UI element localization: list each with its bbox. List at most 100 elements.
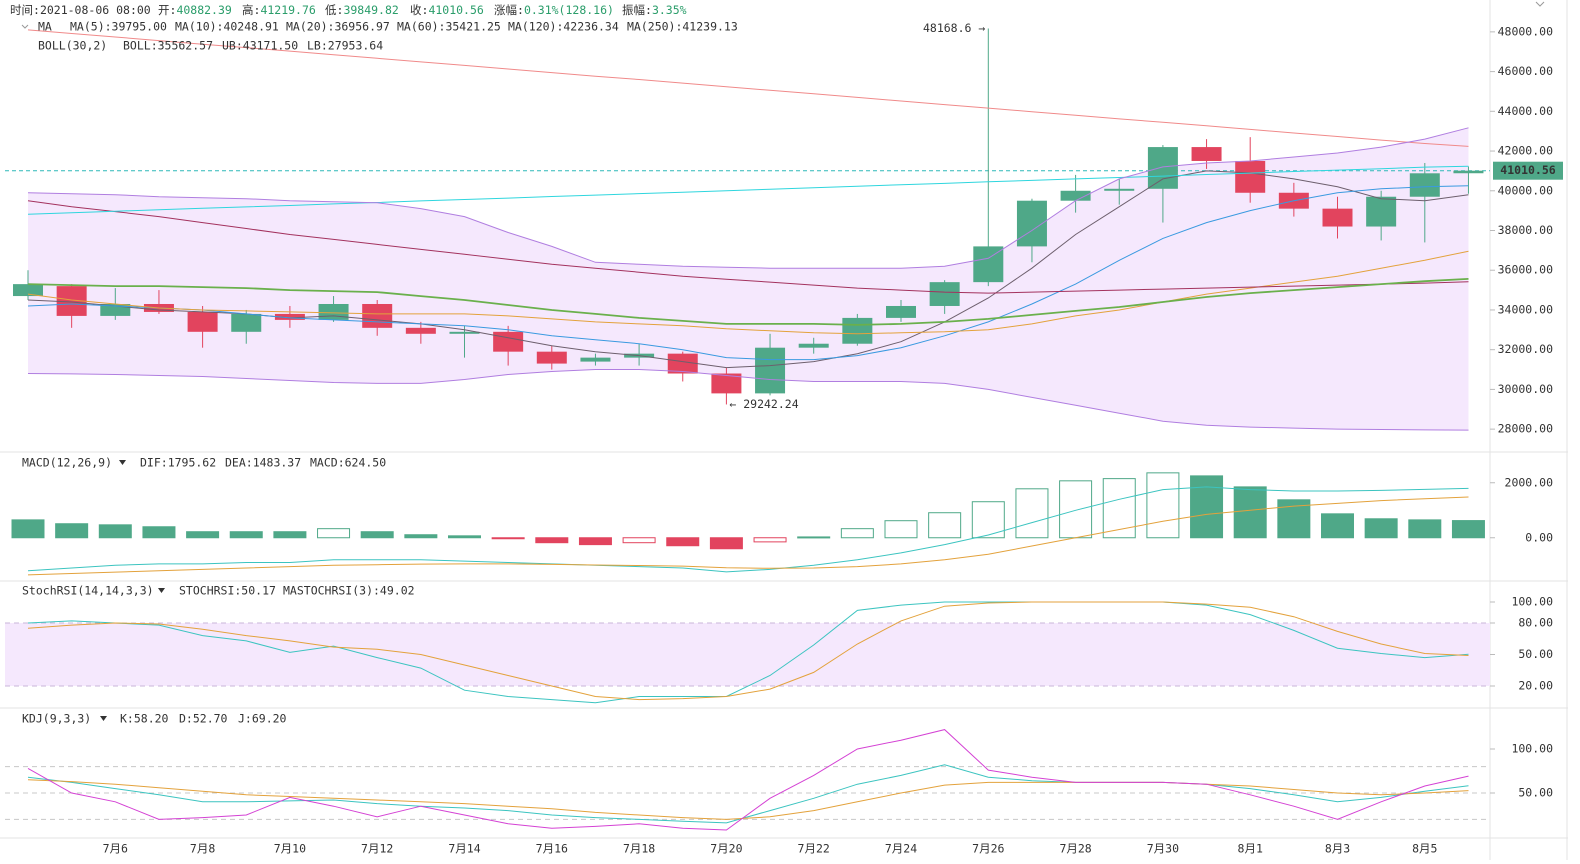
band-fill xyxy=(5,623,1490,686)
candle-body xyxy=(755,347,786,394)
candle-body xyxy=(274,313,305,320)
collapse-toggle[interactable] xyxy=(21,24,29,29)
x-tick-label: 8月3 xyxy=(1325,842,1350,856)
indicator-line xyxy=(27,779,1469,820)
readout-value: 41219.76 xyxy=(260,3,315,17)
x-tick-label: 7月22 xyxy=(798,842,830,856)
ma-line xyxy=(27,185,1469,361)
last-price-label: 41010.56 xyxy=(1500,163,1555,177)
macd-bar xyxy=(186,531,220,539)
macd-bar xyxy=(55,523,89,539)
low-annotation: ← 29242.24 xyxy=(729,397,798,411)
indicator-line xyxy=(27,496,1469,576)
x-tick-label: 7月26 xyxy=(972,842,1004,856)
readout-value: 2021-08-06 08:00 xyxy=(40,3,151,17)
macd-bar xyxy=(1233,486,1267,539)
macd-bar xyxy=(1408,519,1442,539)
candle-body xyxy=(711,373,742,394)
macd-bar xyxy=(753,537,787,543)
legend-entry: MA(20):36956.97 xyxy=(286,20,390,34)
candle-body xyxy=(100,303,131,316)
candle-body xyxy=(886,305,916,318)
y-tick-label: 50.00 xyxy=(1518,647,1553,661)
x-tick-label: 7月28 xyxy=(1059,842,1091,856)
candle-body xyxy=(1322,208,1353,227)
y-tick-label: 46000.00 xyxy=(1498,64,1553,78)
legend-entry: MA(5):39795.00 xyxy=(70,20,167,34)
macd-bar xyxy=(1059,480,1093,539)
legend-entry: DEA:1483.37 xyxy=(225,456,301,470)
readout-item: 时间:2021-08-06 08:00 xyxy=(10,3,151,17)
macd-bar xyxy=(928,512,962,539)
macd-bar xyxy=(840,528,874,539)
macd-bar xyxy=(360,531,394,539)
ohlc-readout: 时间:2021-08-06 08:00 开:40882.39 高:41219.7… xyxy=(10,3,687,17)
boll-line xyxy=(27,369,1469,431)
readout-label: 收: xyxy=(410,3,428,17)
legend-entry: UB:43171.50 xyxy=(222,39,298,53)
macd-bar xyxy=(1364,518,1398,539)
indicator-menu[interactable] xyxy=(158,588,165,593)
candle-body xyxy=(493,331,524,352)
candle-body xyxy=(1104,188,1135,191)
legend-entry: MACD:624.50 xyxy=(310,456,386,470)
y-tick-label: 100.00 xyxy=(1511,595,1553,609)
indicator-menu[interactable] xyxy=(100,716,107,721)
x-tick-label: 7月14 xyxy=(448,842,480,856)
readout-label: 涨幅: xyxy=(494,3,524,17)
readout-value: 0.31%(128.16) xyxy=(524,3,614,17)
candle-body xyxy=(362,303,393,328)
ma-line xyxy=(27,165,1469,215)
indicator-title: StochRSI(14,14,3,3) xyxy=(22,584,154,598)
legend-entry: BOLL:35562.57 xyxy=(123,39,213,53)
indicator-menu[interactable] xyxy=(119,460,126,465)
readout-label: 振幅: xyxy=(622,3,652,17)
candle-body xyxy=(1147,147,1178,189)
readout-item: 振幅:3.35% xyxy=(622,3,687,17)
x-tick-label: 7月20 xyxy=(710,842,742,856)
ma-legend-label: MA xyxy=(38,20,52,34)
macd-bar xyxy=(1015,488,1049,539)
x-tick-label: 7月10 xyxy=(274,842,306,856)
high-annotation: 48168.6 → xyxy=(923,21,985,35)
y-tick-label: 40000.00 xyxy=(1498,183,1553,197)
legend-entry: DIF:1795.62 xyxy=(140,456,216,470)
indicator-title: MACD(12,26,9) xyxy=(22,456,112,470)
candle-body xyxy=(1191,147,1222,161)
y-tick-label: 38000.00 xyxy=(1498,223,1553,237)
legend-entry: K:58.20 xyxy=(120,712,169,726)
legend-entry: LB:27953.64 xyxy=(307,39,383,53)
candle-body xyxy=(318,303,349,320)
y-tick-label: 30000.00 xyxy=(1498,382,1553,396)
ma-line xyxy=(27,29,1469,147)
macd-bar xyxy=(1451,520,1485,539)
x-tick-label: 7月12 xyxy=(361,842,393,856)
macd-bar xyxy=(404,534,438,539)
candle-body xyxy=(1409,173,1440,197)
macd-bar xyxy=(666,537,700,547)
readout-item: 低:39849.82 xyxy=(325,3,399,17)
readout-label: 时间: xyxy=(10,3,40,17)
y-tick-label: 2000.00 xyxy=(1505,475,1554,489)
x-tick-label: 7月8 xyxy=(190,842,215,856)
macd-bar xyxy=(491,537,525,540)
macd-bar xyxy=(1146,472,1180,539)
y-tick-label: 34000.00 xyxy=(1498,302,1553,316)
readout-item: 涨幅:0.31%(128.16) xyxy=(494,3,614,17)
candle-body xyxy=(536,351,567,364)
macd-bar xyxy=(709,537,743,550)
indicator-line xyxy=(27,729,1469,831)
y-tick-label: 0.00 xyxy=(1525,530,1553,544)
readout-value: 40882.39 xyxy=(176,3,231,17)
candle-body xyxy=(13,284,43,297)
macd-bar xyxy=(11,519,45,539)
macd-bar xyxy=(273,531,307,539)
macd-bar xyxy=(98,524,132,539)
menu-toggle[interactable] xyxy=(1535,1,1545,7)
x-tick-label: 7月18 xyxy=(623,842,655,856)
macd-bar xyxy=(797,536,831,539)
x-tick-label: 8月1 xyxy=(1238,842,1263,856)
macd-bar xyxy=(317,528,351,539)
